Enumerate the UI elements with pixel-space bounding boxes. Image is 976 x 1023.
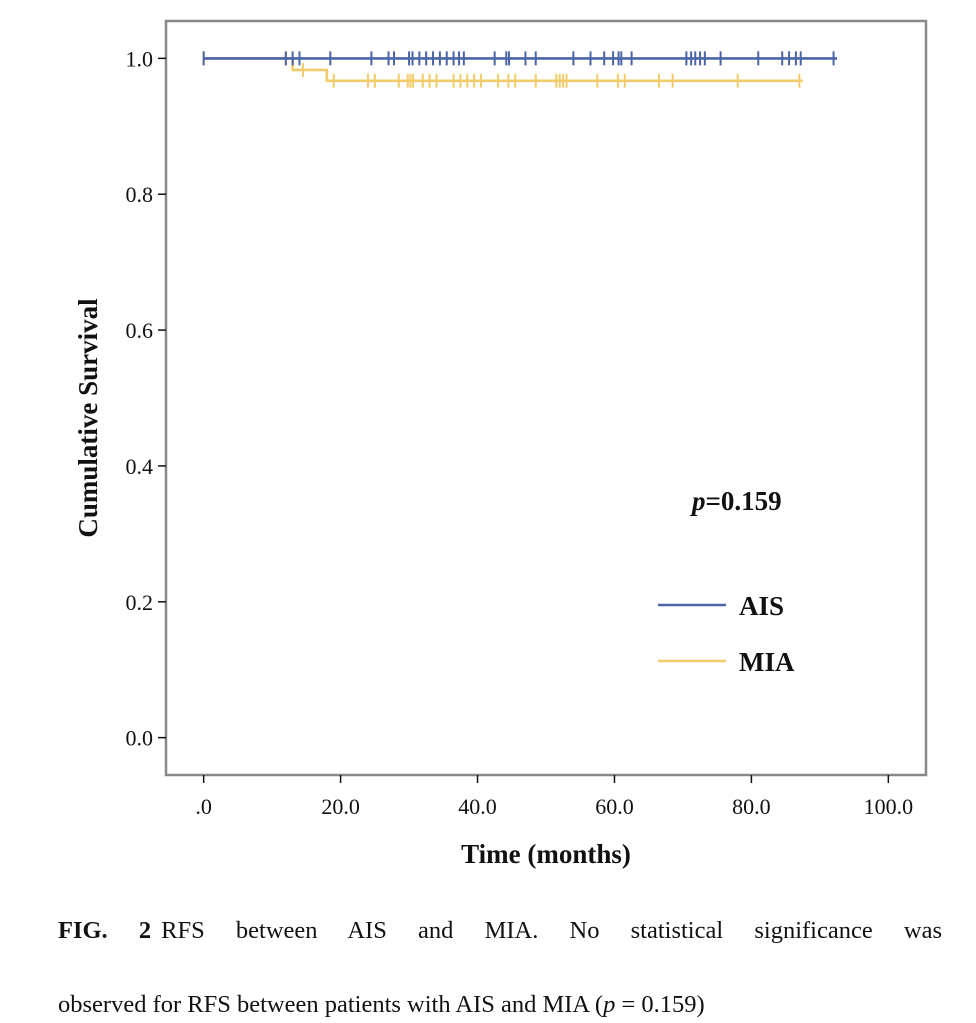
x-tick-label: 20.0 [321, 794, 360, 819]
legend-label-mia: MIA [739, 647, 795, 677]
y-tick-label: 0.2 [126, 590, 154, 615]
caption-line-1: RFS between AIS and MIA. No statistical … [161, 917, 942, 944]
x-tick-label: 100.0 [864, 794, 914, 819]
p-value-number: =0.159 [706, 486, 782, 516]
y-tick-label: 0.6 [126, 318, 154, 343]
y-axis-title: Cumulative Survival [73, 298, 103, 538]
legend: AIS MIA [658, 591, 795, 677]
x-tick-label: .0 [195, 794, 212, 819]
x-axis-title: Time (months) [461, 839, 631, 869]
y-tick-label: 1.0 [126, 46, 154, 71]
caption-label: FIG. 2 [58, 917, 152, 944]
p-value-annotation: p=0.159 [690, 486, 782, 516]
series-ais [202, 51, 837, 66]
legend-label-ais: AIS [739, 591, 784, 621]
survival-chart: 0.0 0.2 0.4 0.6 0.8 1.0 .0 20.0 40.0 60.0 80.0 100… [73, 19, 928, 869]
y-axis: 0.0 0.2 0.4 0.6 0.8 1.0 [126, 46, 166, 751]
y-tick-label: 0.8 [126, 182, 154, 207]
p-value-symbol: p [690, 486, 706, 516]
plot-frame [164, 19, 928, 777]
caption-line-2: observed for RFS between patients with A… [58, 991, 705, 1018]
x-axis: .0 20.0 40.0 60.0 80.0 100.0 [195, 775, 913, 819]
figure-caption: FIG. 2 RFS between AIS and MIA. No statis… [58, 912, 942, 1023]
x-tick-label: 40.0 [458, 794, 497, 819]
series-layer [202, 51, 837, 88]
y-tick-label: 0.4 [126, 454, 154, 479]
x-tick-label: 80.0 [732, 794, 771, 819]
y-tick-label: 0.0 [126, 726, 154, 751]
x-tick-label: 60.0 [595, 794, 634, 819]
